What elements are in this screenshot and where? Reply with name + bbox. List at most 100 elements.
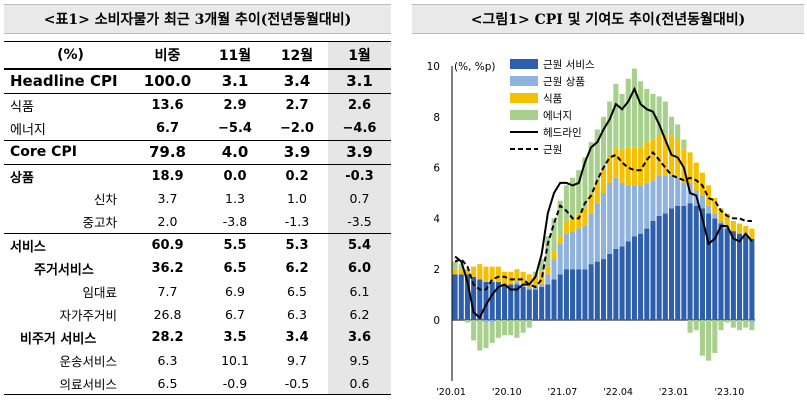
row-label: 임대료 (82, 284, 117, 300)
y-tick-label: 8 (433, 112, 440, 124)
bar-core-goods (582, 226, 588, 270)
cell-weight: 60.9 (151, 238, 184, 254)
legend-swatch-core-goods (510, 76, 538, 86)
cell-weight: 26.8 (153, 306, 182, 322)
bar-core-goods (607, 182, 613, 254)
cell-nov: 4.0 (204, 140, 266, 165)
bar-energy (557, 200, 563, 237)
cell-nov: 6.5 (223, 261, 247, 277)
table-title: <표1> 소비자물가 최근 3개월 추이(전년동월대비) (4, 4, 391, 34)
bar-energy (662, 101, 668, 135)
bar-core-services (687, 203, 693, 321)
bar-core-goods (699, 195, 705, 209)
bar-core-goods (557, 243, 563, 275)
bar-food (489, 266, 495, 282)
row-label: 식품 (10, 99, 34, 115)
cell-dec: 1.0 (287, 191, 307, 207)
bar-energy (489, 322, 495, 343)
bar-core-goods (539, 284, 545, 288)
x-tick-label: '22.04 (603, 387, 633, 398)
cell-dec: 0.2 (285, 168, 309, 184)
bar-core-goods (526, 287, 532, 290)
cell-nov: 1.3 (225, 191, 245, 207)
bar-core-services (656, 215, 662, 321)
bar-core-services (582, 269, 588, 321)
table-row: 중고차 2.0 -3.8 -1.3 -3.5 (4, 210, 391, 235)
legend-label: 근원 서비스 (543, 59, 595, 71)
row-label: 서비스 (10, 240, 46, 256)
bar-core-goods (551, 259, 557, 280)
cell-weight: 6.3 (157, 352, 178, 368)
bar-core-services (477, 279, 483, 321)
bar-energy (668, 116, 675, 135)
bar-core-services (662, 213, 668, 321)
bar-core-services (743, 236, 749, 321)
cell-dec: −2.0 (266, 116, 328, 141)
bar-core-goods (570, 231, 576, 270)
x-tick-label: '23.01 (659, 387, 689, 398)
bar-core-services (483, 281, 489, 321)
row-label: 자가주거비 (59, 307, 117, 323)
bar-layer (452, 68, 755, 361)
bar-core-goods (718, 220, 724, 224)
cell-weight: 18.9 (151, 168, 184, 184)
bar-food (532, 274, 539, 288)
row-label: 에너지 (4, 116, 131, 141)
bar-core-services (594, 261, 600, 321)
y-tick-label: 10 (427, 61, 440, 73)
bar-core-services (607, 253, 613, 321)
bar-energy (644, 88, 650, 143)
bar-food (576, 213, 582, 229)
bar-core-services (557, 274, 563, 321)
bar-food (619, 149, 625, 183)
row-label: 신차 (93, 192, 117, 208)
bar-energy (706, 320, 712, 361)
bar-energy (600, 116, 607, 168)
bar-core-services (737, 233, 743, 321)
legend-label: 근원 상품 (543, 76, 585, 88)
bar-core-services (600, 259, 607, 321)
legend-label: 근원 (543, 144, 562, 156)
y-tick-label: 6 (433, 163, 440, 175)
bar-core-services (718, 223, 724, 321)
cell-weight: 3.7 (157, 191, 178, 207)
bar-food (638, 147, 644, 186)
bar-core-goods (545, 274, 551, 285)
bar-core-services (563, 269, 569, 321)
bar-core-services (532, 289, 539, 321)
cell-jan: 3.6 (328, 325, 391, 349)
bar-food (551, 251, 557, 260)
bar-food (563, 220, 569, 234)
bar-food (687, 152, 693, 183)
legend-swatch-energy (510, 110, 538, 120)
bar-food (539, 271, 545, 285)
bar-energy (477, 320, 483, 351)
cell-nov: −5.4 (204, 116, 266, 141)
bar-energy (613, 83, 619, 148)
bar-energy (730, 320, 736, 328)
legend-label: 에너지 (543, 110, 572, 122)
bar-food (662, 134, 668, 176)
table-row: 서비스 60.9 5.5 5.3 5.4 (4, 233, 391, 258)
bar-core-services (452, 274, 458, 321)
bar-energy (588, 142, 594, 194)
bar-food (693, 162, 699, 191)
bar-food (594, 180, 600, 204)
bar-core-goods (668, 175, 675, 209)
header-nov: 11월 (204, 41, 266, 70)
cell-dec: 3.4 (285, 329, 309, 345)
bar-core-services (693, 205, 699, 321)
bar-core-goods (563, 233, 569, 270)
bar-core-services (675, 205, 681, 321)
cell-dec: 3.9 (266, 140, 328, 165)
cell-dec: 6.5 (287, 283, 307, 299)
bar-food (650, 139, 656, 181)
bar-core-services (508, 284, 514, 321)
x-tick-label: '21.07 (547, 387, 577, 398)
y-tick-label: 0 (433, 315, 440, 327)
bar-core-services (551, 279, 557, 321)
cell-jan: -3.5 (328, 210, 391, 235)
cell-jan: 9.5 (328, 348, 391, 372)
bar-food (514, 269, 520, 282)
cell-dec: 6.3 (287, 306, 307, 322)
